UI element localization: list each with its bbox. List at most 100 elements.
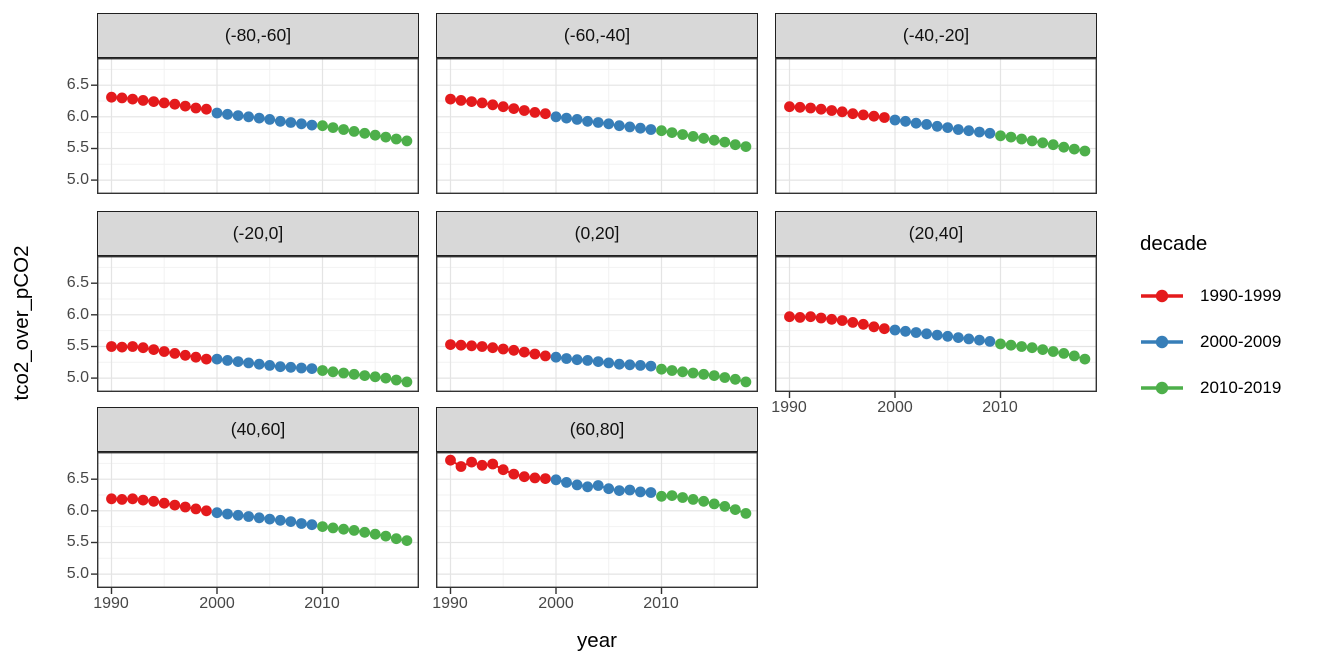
data-point — [348, 126, 360, 137]
data-point — [455, 95, 467, 106]
data-point — [857, 109, 869, 121]
y-tick-label: 6.0 — [66, 108, 89, 125]
x-tick-label: 2010 — [304, 595, 340, 612]
data-point — [974, 334, 985, 346]
facet-plot-area — [91, 57, 420, 195]
x-tick-label: 2010 — [982, 399, 1018, 416]
data-point — [127, 493, 138, 505]
data-point — [645, 124, 657, 135]
data-point — [211, 507, 223, 519]
data-point — [805, 102, 816, 114]
legend: decade 1990-1999 2000-2009 2010-2019 — [1140, 232, 1340, 424]
data-point — [740, 376, 752, 388]
data-point — [445, 339, 456, 350]
data-point — [1058, 348, 1070, 359]
facet-plot-area — [91, 255, 420, 393]
data-point — [274, 514, 286, 526]
data-point — [169, 348, 181, 359]
data-point — [687, 131, 699, 142]
panel-border — [96, 57, 420, 195]
data-point — [380, 530, 392, 542]
x-tick-label: 2010 — [643, 595, 679, 612]
data-point — [571, 479, 583, 491]
data-point — [179, 501, 191, 513]
legend-entry: 2010-2019 — [1140, 378, 1340, 398]
facet-panel: (-80,-60] 6.5 6.0 5.5 5.0 — [67, 13, 420, 195]
data-point — [148, 495, 160, 507]
data-point — [518, 471, 530, 483]
data-point — [540, 108, 551, 120]
facet-panel: (-60,-40] — [435, 13, 759, 195]
data-point — [910, 327, 922, 338]
data-point — [698, 368, 710, 380]
data-point — [1058, 141, 1070, 153]
data-point — [169, 499, 181, 511]
facet-strip: (60,80] — [436, 407, 758, 452]
y-tick-label: 6.5 — [66, 470, 89, 487]
data-point — [931, 329, 943, 341]
data-point — [380, 131, 392, 143]
data-point — [390, 133, 402, 145]
data-point — [211, 353, 223, 365]
data-point — [645, 360, 657, 372]
data-point — [708, 370, 720, 381]
data-point — [201, 103, 212, 115]
data-point — [338, 367, 349, 379]
data-point — [497, 343, 509, 355]
legend-key-icon — [1141, 381, 1183, 395]
data-point — [476, 341, 488, 352]
data-point — [306, 119, 318, 131]
data-point — [243, 511, 255, 522]
data-point — [561, 112, 572, 124]
data-point — [137, 95, 149, 106]
data-point — [656, 125, 667, 137]
facet-strip-label: (-60,-40] — [563, 25, 631, 45]
y-tick-label: 6.5 — [66, 274, 89, 291]
facet-strip: (-60,-40] — [436, 13, 758, 58]
data-point — [348, 525, 360, 536]
data-point — [148, 344, 160, 355]
x-tick-label: 1990 — [93, 595, 129, 612]
data-point — [592, 117, 604, 128]
data-point — [508, 103, 520, 114]
facet-strip-label: (-40,-20] — [902, 25, 970, 45]
data-point — [698, 495, 710, 507]
legend-key-icon — [1141, 289, 1183, 303]
y-tick-label: 5.0 — [66, 369, 89, 386]
data-point — [921, 328, 932, 340]
data-point — [359, 370, 371, 381]
data-point — [476, 97, 488, 109]
data-point — [190, 102, 202, 114]
data-point — [380, 372, 392, 384]
legend-entry: 2000-2009 — [1140, 332, 1340, 352]
data-point — [137, 494, 149, 506]
data-point — [613, 120, 625, 132]
data-point — [158, 97, 170, 109]
data-point — [359, 127, 371, 139]
data-point — [784, 101, 795, 113]
data-point — [847, 317, 859, 328]
facet-panel: (-20,0] 6.5 6.0 5.5 5.0 — [67, 211, 420, 393]
data-point — [815, 312, 827, 324]
data-point — [826, 105, 838, 116]
data-point — [369, 129, 381, 141]
data-point — [952, 332, 964, 343]
data-point — [984, 127, 996, 139]
data-point — [868, 321, 880, 333]
data-point — [1068, 350, 1080, 362]
legend-title: decade — [1140, 232, 1208, 255]
data-point — [1047, 346, 1059, 357]
data-point — [529, 107, 541, 118]
data-point — [106, 91, 117, 103]
data-point — [116, 92, 128, 104]
data-point — [805, 311, 816, 323]
data-point — [306, 519, 318, 531]
facet-strip-label: (40,60] — [230, 419, 286, 439]
data-point — [369, 528, 381, 540]
facet-strip: (-40,-20] — [775, 13, 1097, 58]
legend-entry-label: 2010-2019 — [1200, 378, 1282, 397]
data-point — [466, 340, 477, 352]
data-point — [127, 93, 138, 105]
data-point — [708, 134, 720, 146]
data-point — [836, 315, 848, 326]
